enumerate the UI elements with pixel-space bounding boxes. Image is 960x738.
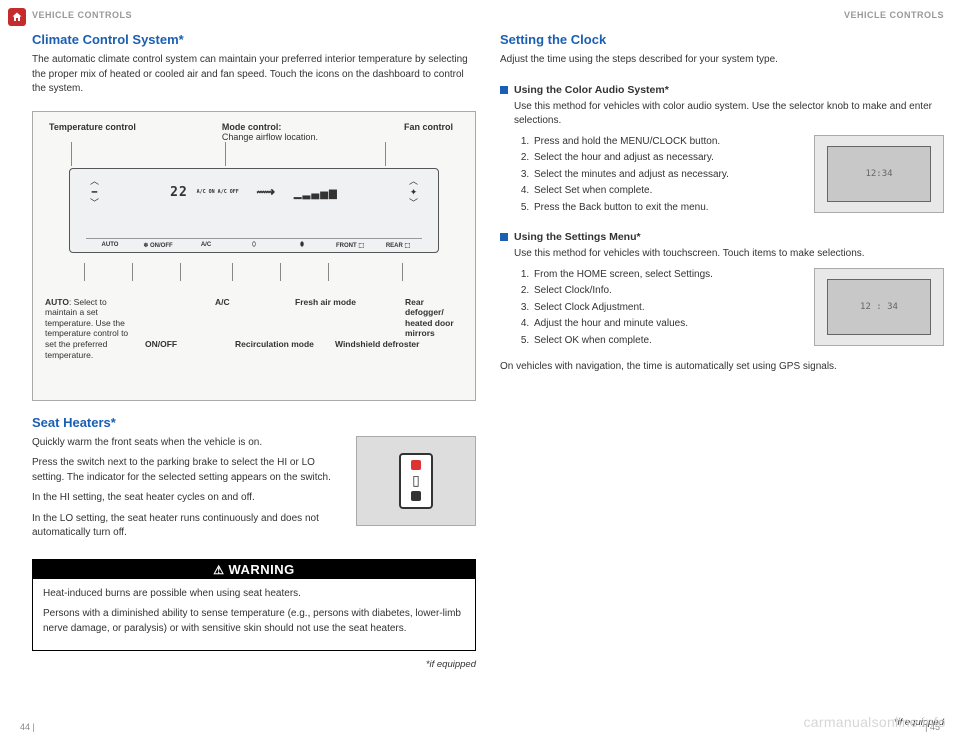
page-spread: VEHICLE CONTROLS Climate Control System*… — [0, 0, 960, 738]
warning-box: ⚠WARNING Heat-induced burns are possible… — [32, 559, 476, 652]
seat-title: Seat Heaters* — [32, 415, 476, 430]
list-item: Press the Back button to exit the menu. — [532, 201, 802, 216]
method1-steps: Press and hold the MENU/CLOCK button. Se… — [514, 135, 802, 216]
seat-p1: Quickly warm the front seats when the ve… — [32, 436, 344, 451]
list-item: From the HOME screen, select Settings. — [532, 268, 802, 283]
watermark: carmanualsonline.info — [804, 714, 947, 730]
warn-p2: Persons with a diminished ability to sen… — [43, 607, 465, 636]
warning-icon: ⚠ — [213, 563, 224, 577]
method2-desc: Use this method for vehicles with touchs… — [514, 247, 944, 262]
warning-header: ⚠WARNING — [33, 560, 475, 579]
list-item: Select Clock Adjustment. — [532, 301, 802, 316]
list-item: Adjust the hour and minute values. — [532, 317, 802, 332]
climate-bottom-labels: AUTO: Select to maintain a set temperatu… — [45, 297, 463, 407]
method1-heading: Using the Color Audio System* — [500, 84, 944, 96]
list-item: Select OK when complete. — [532, 334, 802, 349]
home-icon[interactable] — [8, 8, 26, 26]
list-item: Select the hour and adjust as necessary. — [532, 151, 802, 166]
climate-top-labels: Temperature control Mode control: Change… — [45, 122, 463, 142]
seat-p2: Press the switch next to the parking bra… — [32, 456, 344, 485]
seat-p3: In the HI setting, the seat heater cycle… — [32, 491, 344, 506]
touchscreen-image: 12 : 34 — [814, 268, 944, 346]
climate-title: Climate Control System* — [32, 32, 476, 47]
audio-system-image: 12:34 — [814, 135, 944, 213]
footnote-left: *if equipped — [32, 659, 476, 670]
method1-desc: Use this method for vehicles with color … — [514, 100, 944, 129]
climate-figure: Temperature control Mode control: Change… — [32, 111, 476, 401]
seat-heater-image: ▯ — [356, 436, 476, 526]
label-temp-control: Temperature control — [49, 122, 136, 142]
label-fan-control: Fan control — [404, 122, 453, 142]
list-item: Select Clock/Info. — [532, 284, 802, 299]
climate-intro: The automatic climate control system can… — [32, 53, 476, 97]
clock-title: Setting the Clock — [500, 32, 944, 47]
touchscreen-display: 12 : 34 — [827, 279, 931, 335]
bullet-square-icon — [500, 233, 508, 241]
temp-display: 22 A/C ON A/C OFF ⟿ ▁▂▃▄▅ — [170, 185, 338, 200]
clock-intro: Adjust the time using the steps describe… — [500, 53, 944, 68]
label-mode-control: Mode control: Change airflow location. — [222, 122, 318, 142]
temp-arrows: ︿━﹀ — [90, 177, 99, 208]
audio-screen: 12:34 — [827, 146, 931, 202]
climate-panel: ︿━﹀ 22 A/C ON A/C OFF ⟿ ▁▂▃▄▅ ︿✦﹀ AUTO ❄… — [69, 168, 439, 253]
bullet-square-icon — [500, 86, 508, 94]
list-item: Select Set when complete. — [532, 184, 802, 199]
gps-note: On vehicles with navigation, the time is… — [500, 360, 944, 375]
header-right: VEHICLE CONTROLS — [500, 10, 944, 20]
warn-p1: Heat-induced burns are possible when usi… — [43, 587, 465, 602]
panel-bottom-row: AUTO ❄ ON/OFF A/C ⬯ ⬮ FRONT ⬚ REAR ⬚ — [86, 238, 422, 252]
right-page: VEHICLE CONTROLS Setting the Clock Adjus… — [500, 10, 944, 728]
header-left: VEHICLE CONTROLS — [32, 10, 476, 20]
list-item: Select the minutes and adjust as necessa… — [532, 168, 802, 183]
method2-heading: Using the Settings Menu* — [500, 231, 944, 243]
seat-p4: In the LO setting, the seat heater runs … — [32, 512, 344, 541]
list-item: Press and hold the MENU/CLOCK button. — [532, 135, 802, 150]
fan-arrows: ︿✦﹀ — [409, 177, 418, 208]
method2-steps: From the HOME screen, select Settings. S… — [514, 268, 802, 349]
seat-heater-switch-icon: ▯ — [399, 453, 433, 509]
left-page: VEHICLE CONTROLS Climate Control System*… — [32, 10, 476, 728]
page-num-left: 44 | — [20, 722, 35, 732]
